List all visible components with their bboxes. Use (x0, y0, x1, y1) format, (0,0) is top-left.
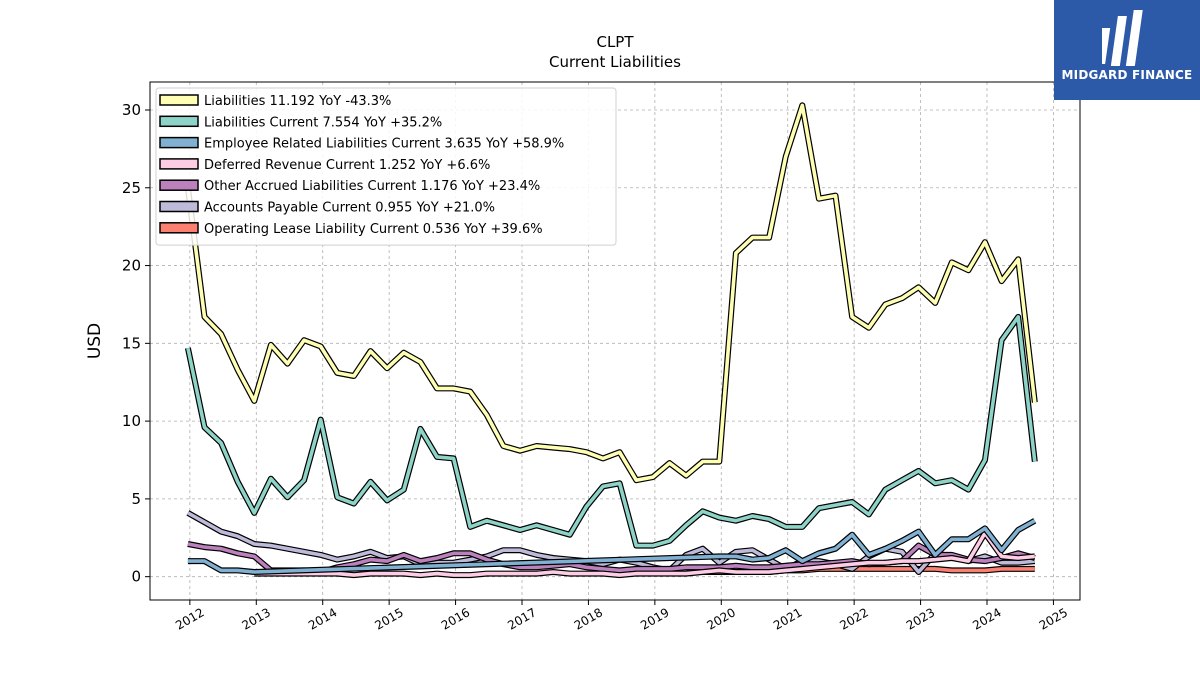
x-tick-label: 2013 (240, 605, 273, 632)
legend-item: Employee Related Liabilities Current 3.6… (159, 136, 564, 152)
chart-subtitle: Current Liabilities (549, 53, 681, 71)
legend-label: Employee Related Liabilities Current 3.6… (204, 137, 564, 152)
x-tick-label: 2025 (1037, 605, 1070, 632)
legend-label: Liabilities Current 7.554 YoY +35.2% (204, 115, 442, 130)
series-fill (186, 103, 1037, 482)
legend-label: Operating Lease Liability Current 0.536 … (204, 222, 543, 237)
legend-item: Accounts Payable Current 0.955 YoY +21.0… (159, 200, 495, 216)
x-tick-label: 2016 (439, 605, 472, 632)
legend-item: Other Accrued Liabilities Current 1.176 … (159, 179, 540, 194)
y-tick-label: 30 (122, 101, 141, 119)
brand-logo: MIDGARD FINANCE (1054, 0, 1200, 100)
series-fill (187, 519, 1036, 574)
legend-swatch (159, 136, 199, 149)
legend-box (155, 87, 617, 246)
brand-name: MIDGARD FINANCE (1061, 68, 1193, 82)
brand-mark-icon (1102, 10, 1143, 66)
series-line (184, 313, 1038, 549)
legend-swatch (159, 115, 199, 128)
series-line (187, 518, 1037, 575)
legend-item: Deferred Revenue Current 1.252 YoY +6.6% (159, 158, 490, 173)
y-axis-label: USD (85, 323, 105, 359)
x-tick-label: 2017 (505, 605, 538, 632)
x-tick-label: 2012 (173, 605, 206, 632)
y-tick-label: 15 (122, 334, 141, 352)
legend-label: Deferred Revenue Current 1.252 YoY +6.6% (204, 158, 490, 173)
x-tick-label: 2018 (572, 605, 605, 632)
series-outline (184, 313, 1038, 549)
x-tick-label: 2014 (306, 605, 339, 632)
series-group (184, 102, 1038, 579)
legend-item: Liabilities 11.192 YoY -43.3% (159, 94, 391, 109)
legend-swatch (159, 200, 199, 213)
y-tick-label: 0 (131, 568, 141, 586)
legend-label: Accounts Payable Current 0.955 YoY +21.0… (204, 201, 495, 216)
legend-item: Liabilities Current 7.554 YoY +35.2% (159, 115, 442, 130)
legend-swatch (159, 179, 199, 191)
legend-swatch (159, 158, 199, 170)
x-tick-label: 2023 (904, 605, 937, 632)
x-tick-label: 2022 (837, 605, 870, 632)
series-fill (186, 315, 1037, 548)
legend: Liabilities 11.192 YoY -43.3% Liabilities… (155, 87, 617, 246)
x-tick-label: 2021 (771, 605, 804, 632)
x-tick-label: 2024 (970, 605, 1003, 632)
legend-label: Liabilities 11.192 YoY -43.3% (204, 94, 391, 109)
x-tick-label: 2020 (705, 605, 738, 632)
y-tick-label: 25 (122, 179, 141, 197)
plot-frame (149, 81, 1081, 601)
legend-swatch (159, 222, 199, 234)
series-line (184, 102, 1038, 484)
series-line (254, 530, 1036, 579)
legend-label: Other Accrued Liabilities Current 1.176 … (204, 179, 540, 194)
y-tick-label: 5 (131, 490, 141, 508)
legend-item: Operating Lease Liability Current 0.536 … (159, 222, 543, 237)
y-tick-label: 20 (122, 257, 141, 275)
x-tick-label: 2015 (372, 605, 405, 632)
x-tick-label: 2019 (638, 605, 671, 632)
series-fill (254, 531, 1035, 577)
legend-swatch (159, 94, 199, 106)
y-tick-label: 10 (122, 412, 141, 430)
chart-title: CLPT (596, 33, 634, 51)
